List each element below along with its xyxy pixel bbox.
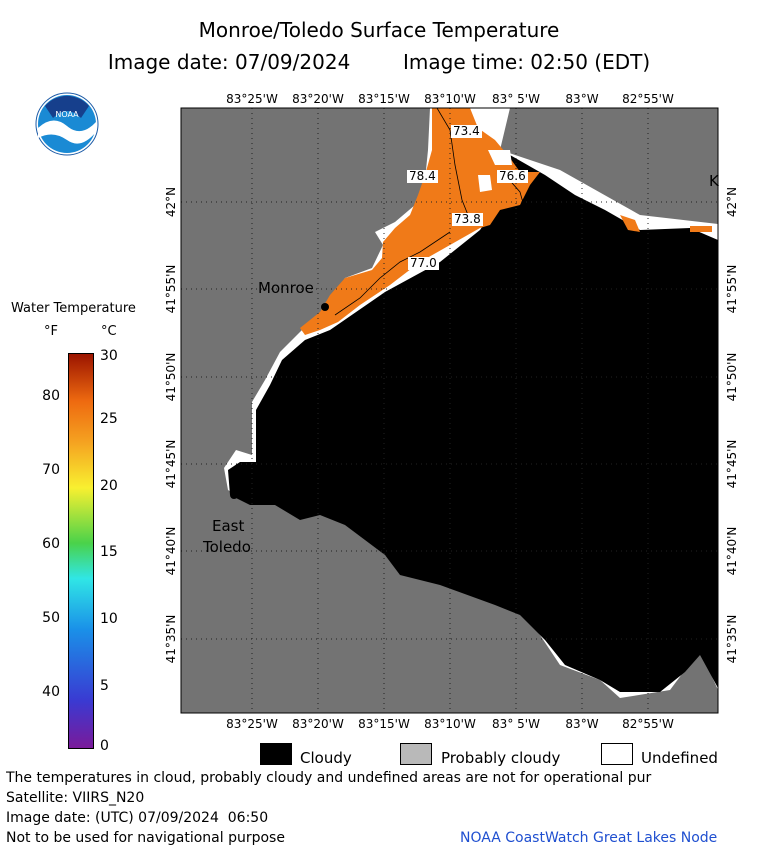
colorbar-f-tick: 40	[42, 684, 60, 700]
lat-label-left: 41°45'N	[164, 439, 178, 489]
footer-note: The temperatures in cloud, probably clou…	[6, 770, 652, 786]
place-toledo: Toledo	[203, 538, 251, 556]
colorbar-f-tick: 50	[42, 610, 60, 626]
cloud-area	[228, 155, 718, 692]
lon-label-top: 83°15'W	[358, 92, 410, 106]
temp-label: 76.6	[497, 169, 528, 183]
colorbar-c-tick: 5	[100, 678, 109, 694]
noaa-logo: NOAA	[35, 92, 99, 156]
legend-swatch-probably-cloudy	[400, 743, 432, 765]
footer-satellite: Satellite: VIIRS_N20	[6, 790, 145, 806]
colorbar-unit-f: °F	[44, 324, 58, 339]
lon-label-bottom: 83°W	[565, 717, 599, 731]
map-frame	[180, 107, 719, 714]
lat-label-right: 41°50'N	[725, 352, 739, 402]
footer-utc-date: Image date: (UTC) 07/09/2024 06:50	[6, 810, 269, 826]
colorbar-c-tick: 20	[100, 478, 118, 494]
lon-label-top: 83°20'W	[292, 92, 344, 106]
footer-nav-warning: Not to be used for navigational purpose	[6, 830, 285, 846]
lat-label-right: 41°35'N	[725, 614, 739, 664]
footer-credit: NOAA CoastWatch Great Lakes Node	[460, 830, 718, 846]
lon-label-top: 83°10'W	[424, 92, 476, 106]
temp-label: 73.4	[451, 124, 482, 138]
warm-water-area	[300, 108, 540, 335]
colorbar-c-tick: 25	[100, 411, 118, 427]
lat-label-left: 41°35'N	[164, 614, 178, 664]
lon-label-top: 82°55'W	[622, 92, 674, 106]
image-time: Image time: 02:50 (EDT)	[403, 50, 651, 74]
image-date: Image date: 07/09/2024	[107, 50, 351, 74]
lon-label-top: 83° 5'W	[492, 92, 540, 106]
colorbar-c-tick: 10	[100, 611, 118, 627]
place-edge-letter: K	[709, 172, 719, 190]
lat-label-right: 41°40'N	[725, 526, 739, 576]
lon-label-top: 83°W	[565, 92, 599, 106]
colorbar-unit-c: °C	[101, 324, 117, 339]
lat-label-left: 41°50'N	[164, 352, 178, 402]
lon-label-bottom: 83°25'W	[226, 717, 278, 731]
colorbar-c-tick: 0	[100, 738, 109, 754]
lat-label-left: 41°55'N	[164, 264, 178, 314]
noaa-logo-text: NOAA	[55, 110, 79, 119]
page-title: Monroe/Toledo Surface Temperature	[198, 18, 560, 42]
monroe-marker	[321, 303, 329, 311]
colorbar-f-tick: 80	[42, 388, 60, 404]
lat-label-right: 41°55'N	[725, 264, 739, 314]
lon-label-bottom: 83° 5'W	[492, 717, 540, 731]
lon-label-bottom: 82°55'W	[622, 717, 674, 731]
colorbar-f-tick: 70	[42, 462, 60, 478]
colorbar-f-tick: 60	[42, 536, 60, 552]
toledo-marker	[230, 491, 238, 499]
legend-label-cloudy: Cloudy	[300, 749, 352, 767]
lon-label-bottom: 83°15'W	[358, 717, 410, 731]
colorbar-title: Water Temperature	[11, 301, 136, 316]
colorbar	[68, 353, 94, 749]
legend-swatch-cloudy	[260, 743, 292, 765]
temp-label: 77.0	[408, 256, 439, 270]
lat-label-right: 41°45'N	[725, 439, 739, 489]
place-monroe: Monroe	[258, 279, 314, 297]
lon-label-bottom: 83°20'W	[292, 717, 344, 731]
lon-label-bottom: 83°10'W	[424, 717, 476, 731]
image-datetime: Image date: 07/09/2024 Image time: 02:50…	[0, 50, 758, 74]
lon-label-top: 83°25'W	[226, 92, 278, 106]
legend-label-undefined: Undefined	[641, 749, 718, 767]
legend-label-probably-cloudy: Probably cloudy	[441, 749, 561, 767]
colorbar-c-tick: 30	[100, 348, 118, 364]
lat-label-right: 42°N	[725, 186, 739, 218]
temp-label: 78.4	[407, 169, 438, 183]
temp-label: 73.8	[452, 212, 483, 226]
lat-label-left: 42°N	[164, 186, 178, 218]
place-east: East	[212, 517, 245, 535]
lat-label-left: 41°40'N	[164, 526, 178, 576]
colorbar-c-tick: 15	[100, 544, 118, 560]
legend-swatch-undefined	[601, 743, 633, 765]
